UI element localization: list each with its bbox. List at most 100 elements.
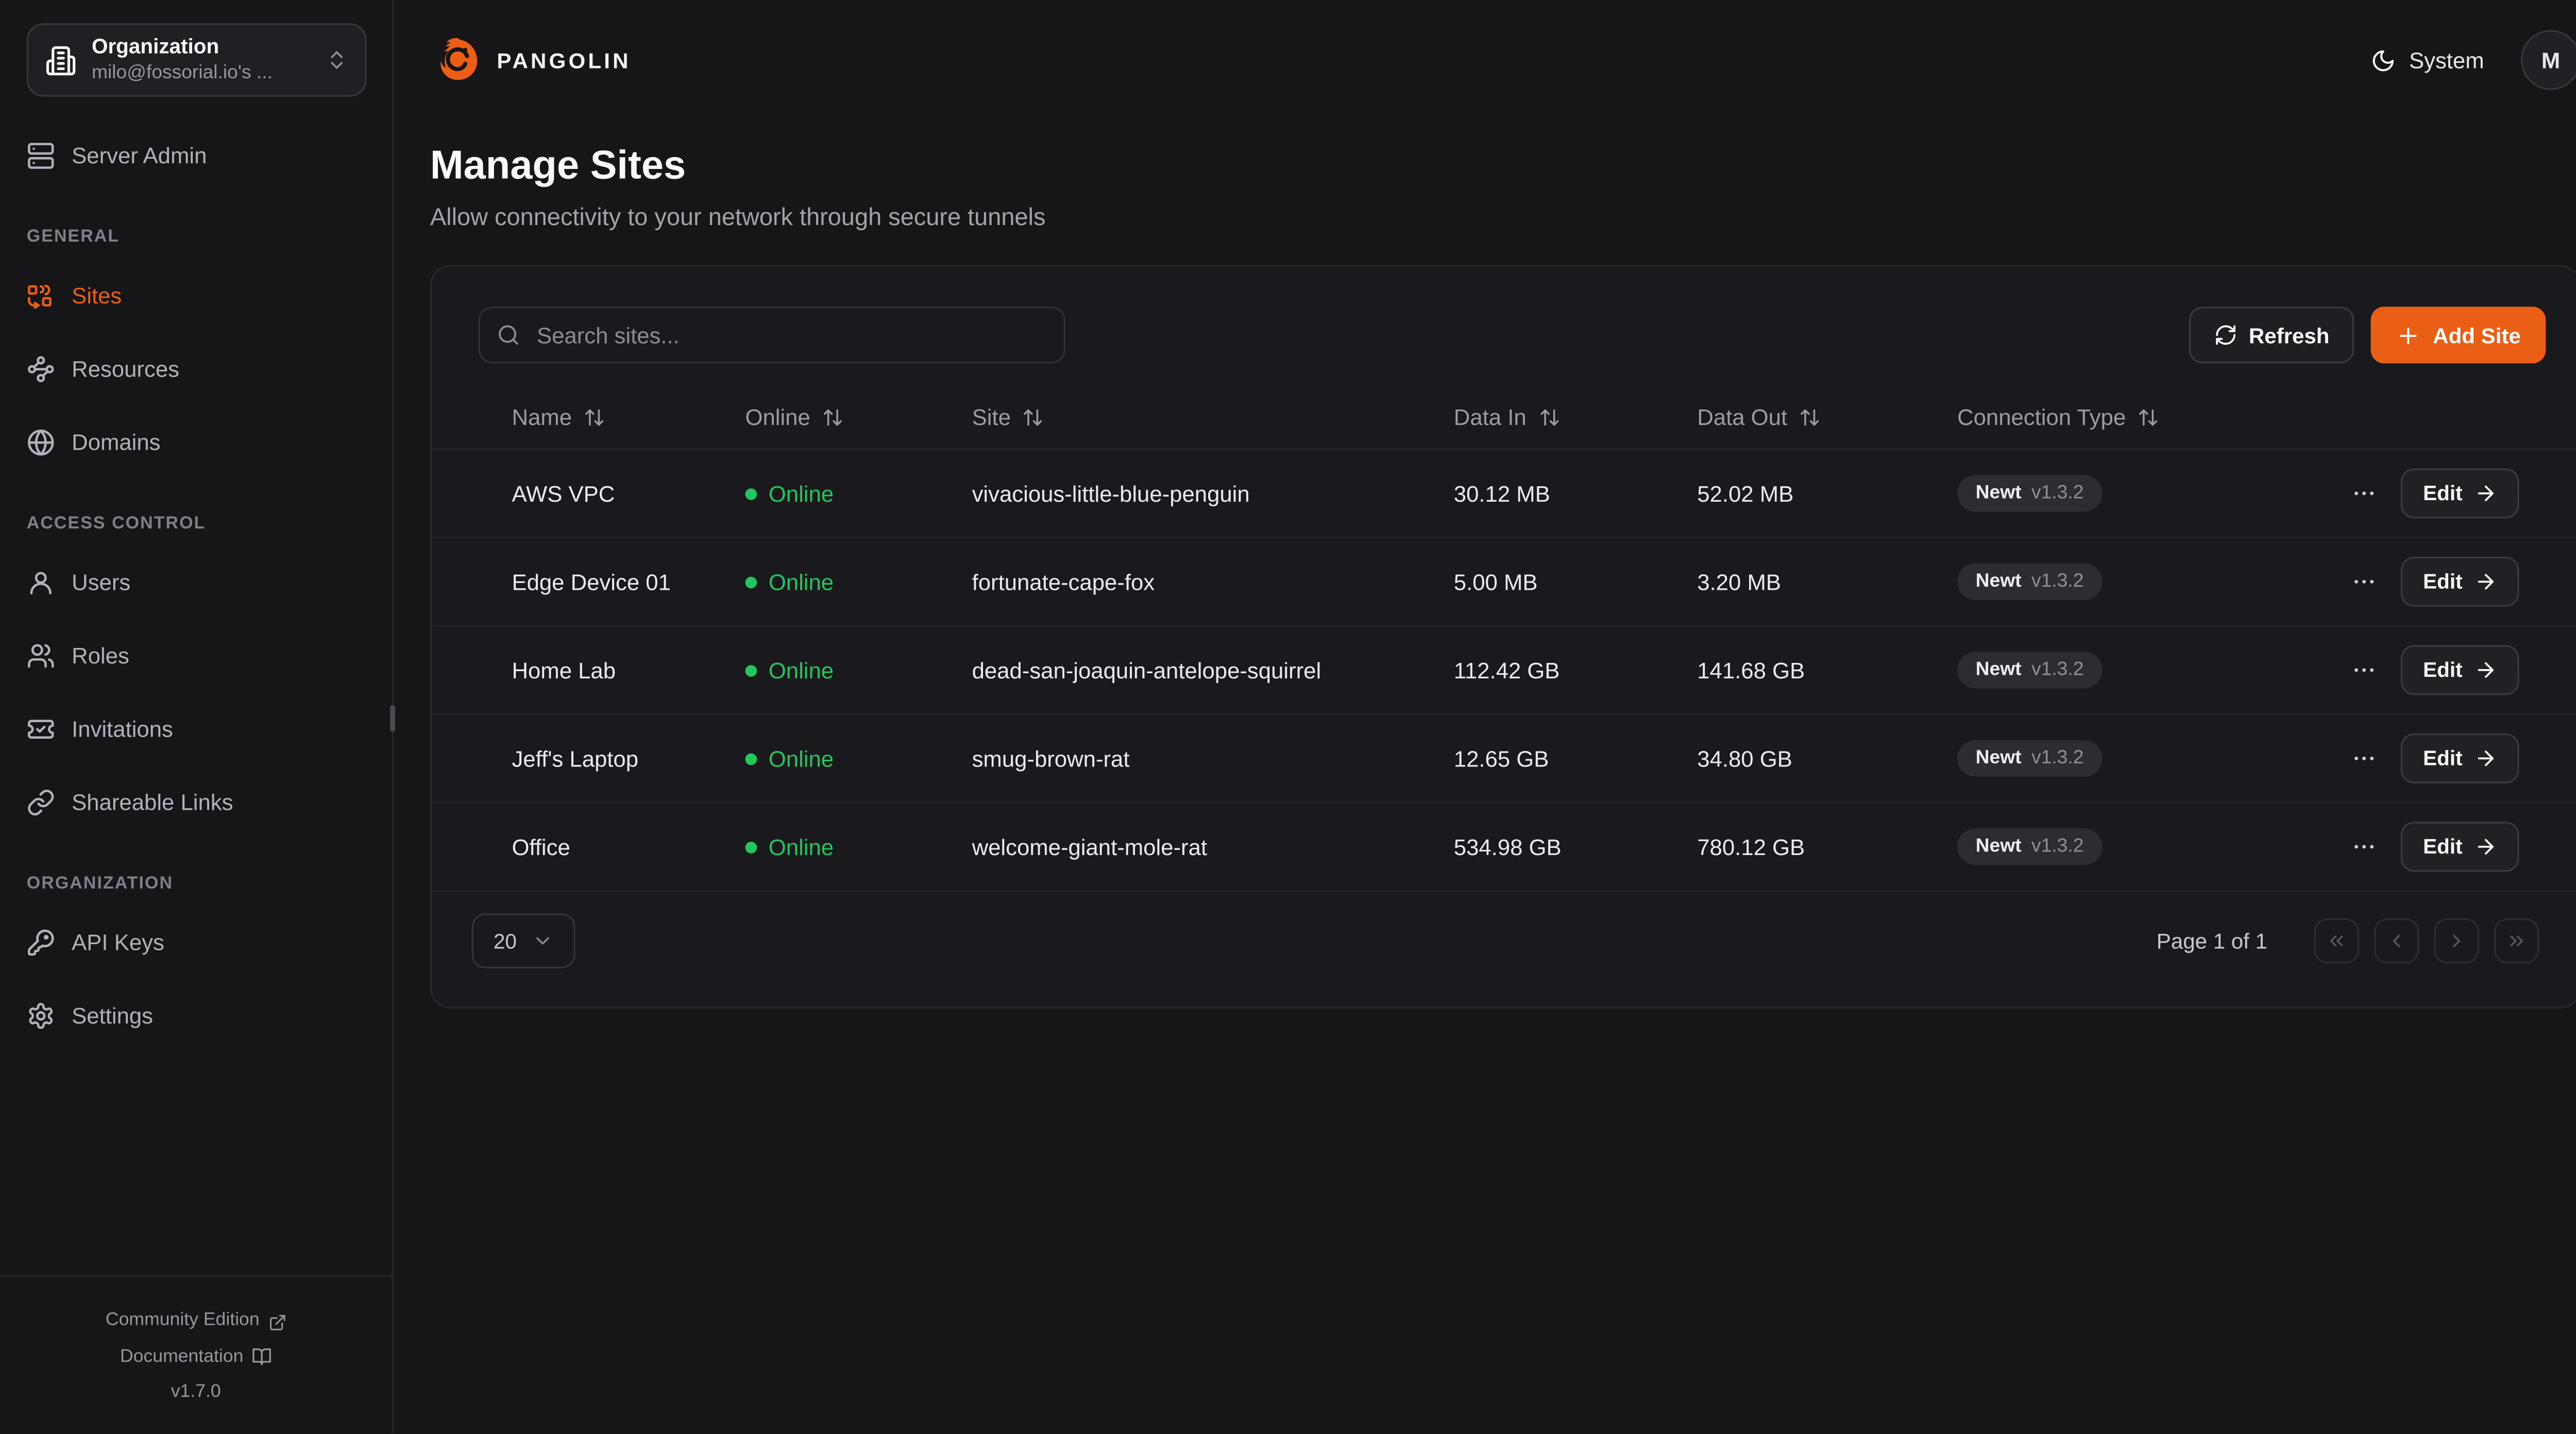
row-actions: Edit — [2351, 556, 2519, 607]
connection-name: Newt — [1975, 748, 2022, 769]
row-menu-button[interactable] — [2351, 568, 2378, 595]
brand-name: PANGOLIN — [497, 47, 631, 73]
sidebar-section-access-control: ACCESS CONTROL — [26, 513, 206, 534]
column-header-label: Data Out — [1697, 405, 1788, 430]
edit-site-button[interactable]: Edit — [2401, 556, 2519, 607]
connection-version: v1.3.2 — [2031, 836, 2084, 857]
sidebar-item-resources[interactable]: Resources — [27, 347, 365, 390]
connection-version: v1.3.2 — [2031, 483, 2084, 504]
sidebar-resize-handle[interactable] — [390, 705, 395, 732]
add-site-button[interactable]: Add Site — [2371, 306, 2546, 364]
chevron-left-icon — [2386, 930, 2408, 952]
site-id-cell: welcome-giant-mole-rat — [972, 834, 1208, 860]
sidebar-item-domains[interactable]: Domains — [27, 420, 365, 463]
row-menu-button[interactable] — [2351, 657, 2378, 684]
first-page-button[interactable] — [2314, 918, 2359, 964]
moon-icon — [2371, 47, 2396, 73]
online-status-cell: Online — [745, 569, 972, 594]
online-status-label: Online — [768, 834, 834, 860]
arrow-right-icon — [2474, 482, 2497, 505]
search-input[interactable] — [533, 320, 1047, 349]
community-edition-link[interactable]: Community Edition — [27, 1311, 365, 1333]
row-actions: Edit — [2351, 733, 2519, 783]
table-body: AWS VPC Online vivacious-little-blue-pen… — [432, 450, 2576, 892]
edit-site-button[interactable]: Edit — [2401, 822, 2519, 872]
previous-page-button[interactable] — [2374, 918, 2419, 964]
sidebar-item-api-keys[interactable]: API Keys — [27, 920, 365, 963]
data-in-cell: 5.00 MB — [1453, 569, 1538, 594]
avatar[interactable]: M — [2520, 30, 2576, 90]
column-header-label: Data In — [1453, 405, 1527, 430]
column-header-connection-type[interactable]: Connection Type — [1957, 405, 2519, 430]
data-out-cell: 141.68 GB — [1697, 657, 1805, 683]
row-menu-button[interactable] — [2351, 745, 2378, 772]
combine-icon — [27, 281, 55, 309]
sidebar-item-server-admin[interactable]: Server Admin — [27, 133, 365, 177]
online-status-cell: Online — [745, 834, 972, 860]
sidebar-item-label: Settings — [72, 1002, 154, 1028]
sidebar-section-general: GENERAL — [26, 227, 120, 247]
sidebar-item-invitations[interactable]: Invitations — [27, 707, 365, 750]
column-header-name[interactable]: Name — [512, 405, 745, 430]
sidebar-item-sites[interactable]: Sites — [27, 274, 365, 317]
table-row: Jeff's Laptop Online smug-brown-rat 12.6… — [432, 715, 2576, 804]
connection-type-badge: Newt v1.3.2 — [1957, 563, 2102, 600]
table-row: Office Online welcome-giant-mole-rat 534… — [432, 804, 2576, 892]
edit-site-button[interactable]: Edit — [2401, 645, 2519, 695]
edit-site-button[interactable]: Edit — [2401, 733, 2519, 783]
sidebar-item-label: Domains — [72, 429, 161, 454]
app-version: v1.7.0 — [171, 1381, 221, 1402]
connection-type-badge: Newt v1.3.2 — [1957, 828, 2102, 865]
theme-toggle[interactable]: System — [2371, 47, 2484, 73]
org-switcher[interactable]: Organization milo@fossorial.io's ... — [26, 23, 367, 97]
online-status-dot — [745, 753, 757, 764]
sidebar-item-shareable-links[interactable]: Shareable Links — [27, 780, 365, 823]
connection-name: Newt — [1975, 660, 2022, 680]
connection-type-badge: Newt v1.3.2 — [1957, 740, 2102, 777]
online-status-cell: Online — [745, 658, 972, 682]
server-icon — [27, 141, 55, 169]
connection-version: v1.3.2 — [2031, 660, 2084, 680]
sidebar-item-settings[interactable]: Settings — [27, 994, 365, 1037]
search-box[interactable] — [478, 306, 1065, 364]
toolbar-actions: Refresh Add Site — [2189, 306, 2546, 364]
online-status-dot — [745, 664, 757, 676]
online-status-dot — [745, 576, 757, 588]
row-menu-button[interactable] — [2351, 833, 2378, 860]
chevrons-left-icon — [2326, 930, 2347, 952]
column-header-online[interactable]: Online — [745, 405, 972, 430]
connection-version: v1.3.2 — [2031, 748, 2084, 769]
refresh-button[interactable]: Refresh — [2189, 306, 2355, 364]
column-header-data-in[interactable]: Data In — [1454, 405, 1697, 430]
pager-buttons — [2314, 918, 2539, 964]
user-icon — [27, 568, 55, 596]
arrow-right-icon — [2474, 835, 2497, 858]
pager: Page 1 of 1 — [2157, 918, 2539, 964]
documentation-link[interactable]: Documentation — [27, 1346, 365, 1368]
arrow-right-icon — [2474, 747, 2497, 770]
chevron-down-icon — [532, 930, 553, 952]
sidebar-item-users[interactable]: Users — [27, 560, 365, 603]
sidebar-item-roles[interactable]: Roles — [27, 634, 365, 677]
org-switcher-value: milo@fossorial.io's ... — [91, 62, 273, 83]
page-size-select[interactable]: 20 — [471, 913, 575, 969]
row-actions: Edit — [2351, 645, 2519, 695]
sidebar-section-organization: ORGANIZATION — [26, 873, 174, 894]
last-page-button[interactable] — [2494, 918, 2539, 964]
column-header-data-out[interactable]: Data Out — [1697, 405, 1957, 430]
sidebar: Organization milo@fossorial.io's ... Ser… — [0, 0, 395, 1433]
data-out-cell: 52.02 MB — [1697, 481, 1794, 506]
next-page-button[interactable] — [2434, 918, 2479, 964]
refresh-button-label: Refresh — [2248, 322, 2330, 348]
online-status-label: Online — [768, 481, 834, 506]
column-header-label: Connection Type — [1957, 405, 2126, 430]
row-menu-button[interactable] — [2351, 480, 2378, 507]
sidebar-item-label: Sites — [72, 282, 122, 308]
sort-icon — [1023, 407, 1044, 429]
sidebar-item-label: API Keys — [72, 929, 164, 954]
connection-type-cell: Newt v1.3.2 — [1957, 652, 2351, 689]
column-header-site[interactable]: Site — [972, 405, 1454, 430]
edit-site-button[interactable]: Edit — [2401, 468, 2519, 519]
brand[interactable]: PANGOLIN — [433, 35, 631, 85]
